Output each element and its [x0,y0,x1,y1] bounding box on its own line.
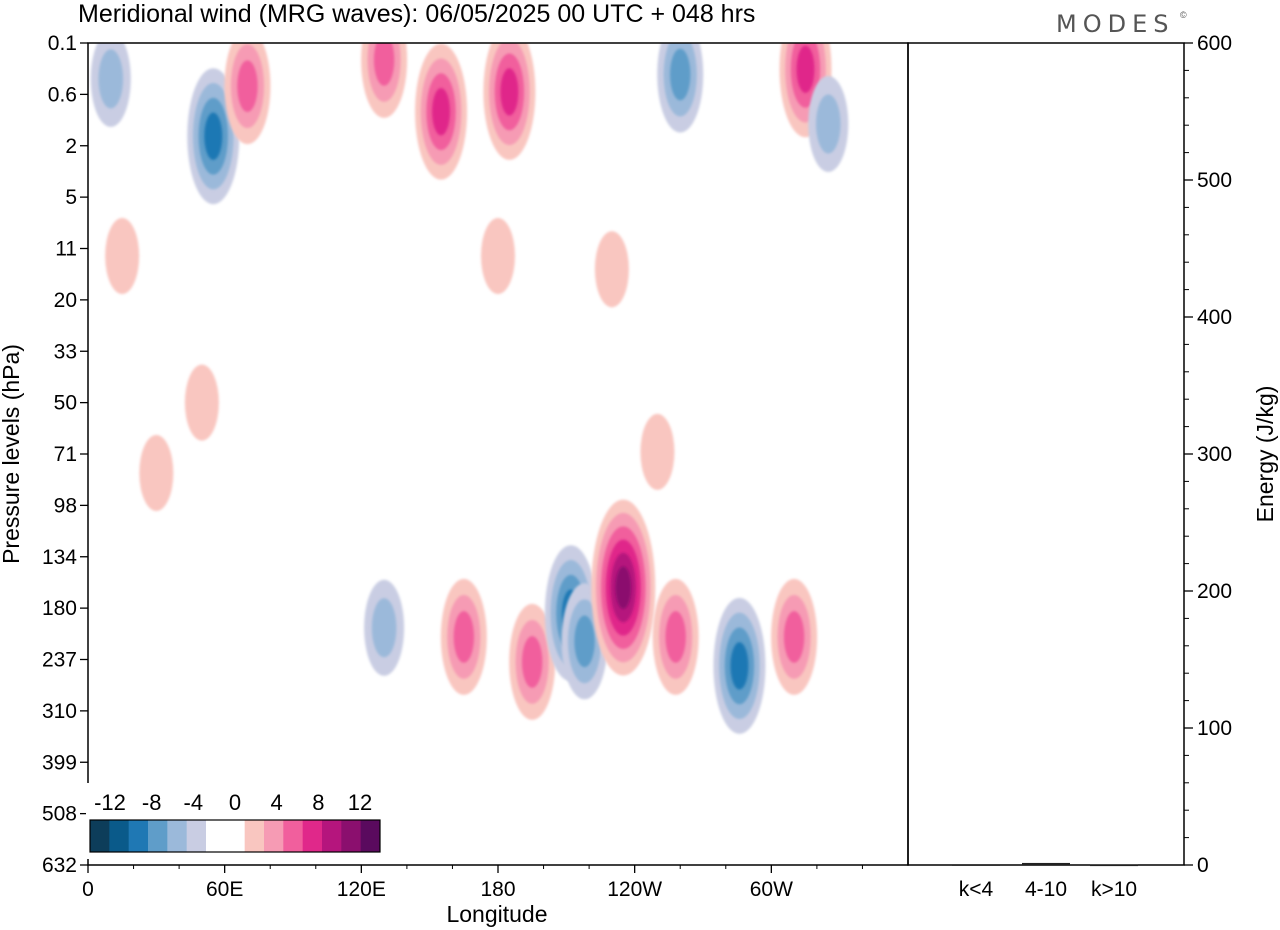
wind-contour-feature-5-level-3 [500,68,519,116]
colorbar-swatch-10 [283,820,304,852]
wind-contour-feature-2-level-2 [237,60,258,112]
colorbar-swatch-11 [302,820,323,852]
wind-contour-feature-4-level-3 [432,87,451,136]
y-tick-label: 50 [54,392,77,415]
energy-bar-k>10 [1090,864,1138,867]
heatmap-axes: 0.1 0.6 2 5 11 20 33 50 71 98 134 180 237 310 399 508 63… [42,32,863,901]
colorbar-swatch-5 [186,820,207,852]
wind-contour-feature-3-level-2 [373,43,395,86]
colorbar-tick-label: 12 [348,790,372,815]
colorbar-swatch-14 [360,820,381,852]
wind-contour-feature-0-level-1 [98,49,124,109]
brand-logo: MODES [1056,10,1174,38]
colorbar-swatch-0 [90,820,110,852]
wind-contour-feature-11-level-0 [594,231,629,308]
energy-frame [907,42,1185,866]
colorbar-frame [89,819,381,853]
y-axis-label: Pressure levels (hPa) [0,344,24,564]
y-tick-label: 2 [65,135,77,158]
energy-tick-label: 300 [1197,443,1232,466]
colorbar-swatch-13 [341,820,362,852]
energy-tick-label: 100 [1197,717,1232,740]
x-tick-label: 120W [607,878,662,901]
x-tick-label: 180 [480,878,515,901]
x-tick-label: 60E [206,878,243,901]
colorbar: -12 -8 -4 0 4 8 12 [86,783,384,859]
y-tick-label: 11 [55,238,77,261]
wind-contour-feature-20-level-2 [521,636,543,688]
energy-bars [952,862,1138,867]
colorbar-swatch-4 [167,820,188,852]
colorbar-swatch-1 [109,820,130,852]
wind-contour-feature-24-level-2 [665,611,686,663]
y-tick-label: 0.1 [48,32,77,55]
y-tick-label: 5 [65,186,77,209]
colorbar-swatch-2 [128,820,149,852]
wind-contour-feature-9-level-0 [105,217,140,294]
energy-tick-label: 500 [1197,169,1232,192]
colorbar-tick-label: 0 [229,790,241,815]
brand-registered-mark: © [1180,10,1187,20]
wind-contour-feature-10-level-0 [481,217,515,294]
y-tick-label: 0.6 [48,83,77,106]
y-tick-label: 134 [42,546,77,569]
y-tick-label: 98 [54,494,77,517]
colorbar-swatch-12 [322,820,342,852]
energy-category-label: k>10 [1091,878,1137,901]
wind-contour-feature-25-level-3 [730,642,749,690]
colorbar-swatch-8 [244,820,265,852]
colorbar-tick-label: -12 [94,790,126,815]
y-tick-label: 71 [54,443,77,466]
y-tick-label: 399 [42,751,77,774]
energy-axis-label: Energy (J/kg) [1252,386,1278,523]
y-tick-label: 508 [42,803,77,826]
colorbar-tick-label: 4 [271,790,283,815]
x-tick-label: 120E [337,878,386,901]
energy-tick-label: 200 [1197,580,1232,603]
energy-bar-k<4 [952,864,1000,866]
y-tick-label: 310 [42,700,77,723]
wind-contour-feature-17-level-0 [640,413,675,490]
colorbar-tick-label: 8 [312,790,324,815]
colorbar-swatch-6 [206,820,226,852]
wind-contour-feature-23-level-5 [615,566,632,609]
energy-bar-4-10 [1022,862,1070,865]
wind-contour-feature-26-level-2 [783,611,805,663]
energy-tick-label: 600 [1197,32,1232,55]
energy-tick-label: 400 [1197,306,1232,329]
y-tick-label: 237 [42,649,77,672]
energy-tick-label: 0 [1197,854,1209,877]
colorbar-swatch-7 [225,820,246,852]
colorbar-swatch-3 [148,820,168,852]
energy-category-label: k<4 [959,878,994,901]
y-tick-label: 180 [42,597,77,620]
y-tick-label: 20 [54,289,77,312]
wind-contour-feature-22-level-2 [574,615,595,668]
y-tick-label: 33 [54,340,77,363]
x-axis-label: Longitude [446,901,547,927]
wind-contour-feature-18-level-1 [371,598,397,658]
wind-contour-feature-8-level-1 [815,94,841,154]
x-tick-label: 0 [82,878,94,901]
wind-contour-feature-14-level-0 [139,435,174,512]
wind-contour-feature-19-level-2 [453,611,475,663]
wind-contour-feature-7-level-3 [796,45,815,93]
x-tick-label: 60W [750,878,793,901]
wind-contour-feature-1-level-3 [204,112,223,160]
colorbar-tick-label: -8 [142,790,162,815]
wind-contour-feature-13-level-0 [184,364,219,441]
energy-axes: 0 100 200 300 400 500 600 k<4 4-10 k>10 [959,32,1232,901]
y-tick-label: 632 [42,854,77,877]
wind-contour-feature-6-level-2 [670,48,691,101]
colorbar-tick-label: -4 [184,790,204,815]
heatmap-contours [90,43,849,734]
energy-category-label: 4-10 [1025,878,1067,901]
colorbar-swatch-9 [264,820,284,852]
chart-title: Meridional wind (MRG waves): 06/05/2025 … [78,0,755,28]
